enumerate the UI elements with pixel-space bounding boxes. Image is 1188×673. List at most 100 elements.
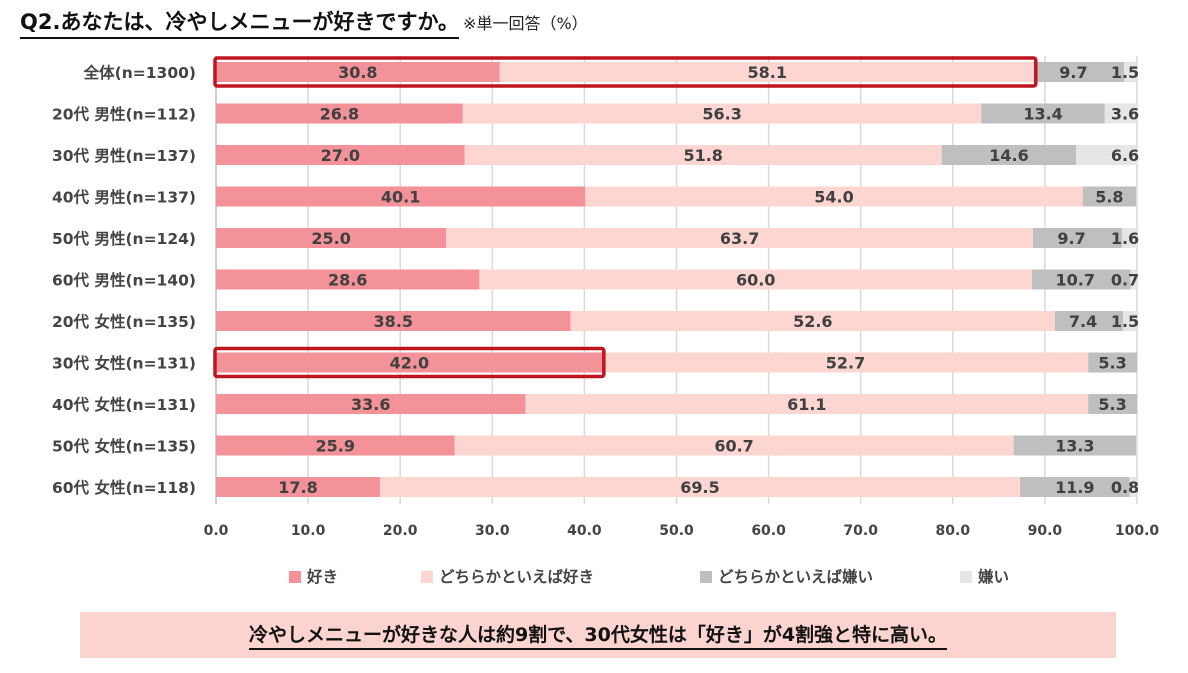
- category-label: 全体(n=1300): [83, 63, 196, 82]
- legend-swatch: [700, 571, 712, 583]
- bar-segment: [1088, 352, 1137, 373]
- bar-segment: [1124, 62, 1137, 82]
- x-tick-label: 10.0: [291, 523, 326, 539]
- bar-segment: [941, 145, 1077, 165]
- x-tick-label: 30.0: [475, 523, 510, 539]
- category-label: 20代 男性(n=112): [52, 105, 196, 124]
- bar-segment: [216, 477, 380, 497]
- data-label: 13.3: [1055, 437, 1094, 456]
- category-label: 30代 男性(n=137): [52, 146, 196, 165]
- legend-label: 嫌い: [977, 567, 1009, 586]
- data-label: 9.7: [1059, 63, 1087, 82]
- highlight-frame: [213, 346, 606, 379]
- legend-label: どちらかといえば好き: [439, 568, 594, 586]
- bars: 30.8 58.1 9.7 1.5 26.8 56.3 13.4 3.6 27.0 51.8 14.…: [216, 62, 1139, 497]
- x-tick-label: 40.0: [567, 523, 602, 539]
- data-label: 5.3: [1098, 395, 1126, 414]
- bar-segment: [216, 228, 447, 248]
- bar-segment: [479, 269, 1033, 290]
- data-label: 1.5: [1111, 312, 1139, 331]
- data-label: 38.5: [374, 312, 413, 331]
- bar-segment: [1122, 228, 1137, 248]
- data-label: 52.6: [793, 312, 832, 331]
- legend: 好き どちらかといえば好き どちらかといえば嫌い 嫌い: [289, 567, 1009, 586]
- data-label: 51.8: [683, 146, 722, 165]
- bar-segment: [1129, 477, 1137, 497]
- data-label: 60.7: [714, 437, 753, 456]
- data-label: 3.6: [1111, 105, 1139, 124]
- data-label: 17.8: [278, 478, 317, 497]
- data-label: 26.8: [320, 105, 359, 124]
- page-title: Q2.あなたは、冷やしメニューが好きですか。: [20, 6, 460, 39]
- bar-segment: [216, 186, 586, 207]
- category-label: 40代 女性(n=131): [52, 395, 196, 414]
- data-label: 28.6: [328, 271, 367, 290]
- data-label: 14.6: [989, 146, 1028, 165]
- bar-segment: [1082, 186, 1137, 207]
- bar-segment: [216, 269, 480, 290]
- data-label: 10.7: [1056, 271, 1095, 290]
- data-label: 0.7: [1111, 271, 1139, 290]
- bar-segment: [1032, 269, 1131, 290]
- legend-label: どちらかといえば嫌い: [718, 567, 873, 586]
- data-label: 25.9: [316, 437, 355, 456]
- title-note: ※単一回答（%）: [463, 14, 588, 33]
- category-label: 50代 男性(n=124): [52, 229, 196, 248]
- bar-segment: [602, 352, 1089, 373]
- bar-segment: [1034, 62, 1125, 82]
- legend-swatch: [421, 571, 433, 583]
- data-label: 13.4: [1023, 105, 1062, 124]
- legend-label: 好き: [306, 568, 338, 586]
- bar-segment: [570, 311, 1056, 331]
- bar-segment: [1020, 477, 1130, 497]
- data-label: 69.5: [680, 478, 719, 497]
- x-tick-label: 70.0: [843, 523, 878, 539]
- bar-segment: [1123, 311, 1137, 331]
- data-label: 56.3: [702, 105, 741, 124]
- bar-segment: [1032, 228, 1123, 248]
- bar-segment: [1130, 269, 1137, 290]
- bar-segment: [1104, 103, 1137, 124]
- x-tick-label: 90.0: [1028, 523, 1063, 539]
- summary-text: 冷やしメニューが好きな人は約9割で、30代女性は「好き」が4割強と特に高い。: [248, 620, 948, 650]
- x-tick-label: 100.0: [1115, 523, 1160, 539]
- bar-segment: [1088, 394, 1137, 414]
- x-tick-label: 80.0: [936, 523, 971, 539]
- data-label: 60.0: [736, 271, 775, 290]
- bar-segment: [464, 145, 942, 165]
- x-tick-label: 60.0: [751, 523, 786, 539]
- category-label: 60代 男性(n=140): [52, 271, 196, 290]
- data-label: 61.1: [787, 395, 826, 414]
- bar-segment: [1055, 311, 1124, 331]
- bar-segment: [1013, 435, 1137, 456]
- x-tick-labels: 0.0 10.0 20.0 30.0 40.0 50.0 60.0 70.0 80.0 90.0 1…: [204, 523, 1160, 539]
- data-label: 63.7: [720, 229, 759, 248]
- bar-segment: [216, 145, 465, 165]
- data-label: 6.6: [1111, 146, 1139, 165]
- data-label: 5.8: [1095, 188, 1123, 207]
- bar-segment: [462, 103, 982, 124]
- data-label: 7.4: [1069, 312, 1097, 331]
- legend-swatch: [289, 571, 301, 583]
- data-label: 33.6: [351, 395, 390, 414]
- bar-segment: [1076, 145, 1137, 165]
- data-label: 52.7: [826, 354, 865, 373]
- summary-box: 冷やしメニューが好きな人は約9割で、30代女性は「好き」が4割強と特に高い。: [80, 612, 1116, 658]
- data-label: 42.0: [390, 354, 429, 373]
- stacked-bar-chart: 30.8 58.1 9.7 1.5 26.8 56.3 13.4 3.6 27.0 51.8 14.…: [52, 56, 1160, 586]
- data-label: 11.9: [1055, 478, 1094, 497]
- bar-segment: [981, 103, 1105, 124]
- bar-segment: [216, 62, 500, 82]
- category-label: 40代 男性(n=137): [52, 188, 196, 207]
- category-label: 20代 女性(n=135): [52, 312, 196, 331]
- data-label: 0.8: [1111, 478, 1139, 497]
- data-label: 30.8: [338, 63, 377, 82]
- x-tick-label: 50.0: [659, 523, 694, 539]
- data-label: 40.1: [381, 188, 420, 207]
- x-tick-label: 20.0: [383, 523, 418, 539]
- bar-segment: [379, 477, 1021, 497]
- category-label: 50代 女性(n=135): [52, 437, 196, 456]
- data-label: 5.3: [1098, 354, 1126, 373]
- bar-segment: [525, 394, 1089, 414]
- category-labels: 全体(n=1300) 20代 男性(n=112) 30代 男性(n=137) 40代 …: [52, 63, 196, 497]
